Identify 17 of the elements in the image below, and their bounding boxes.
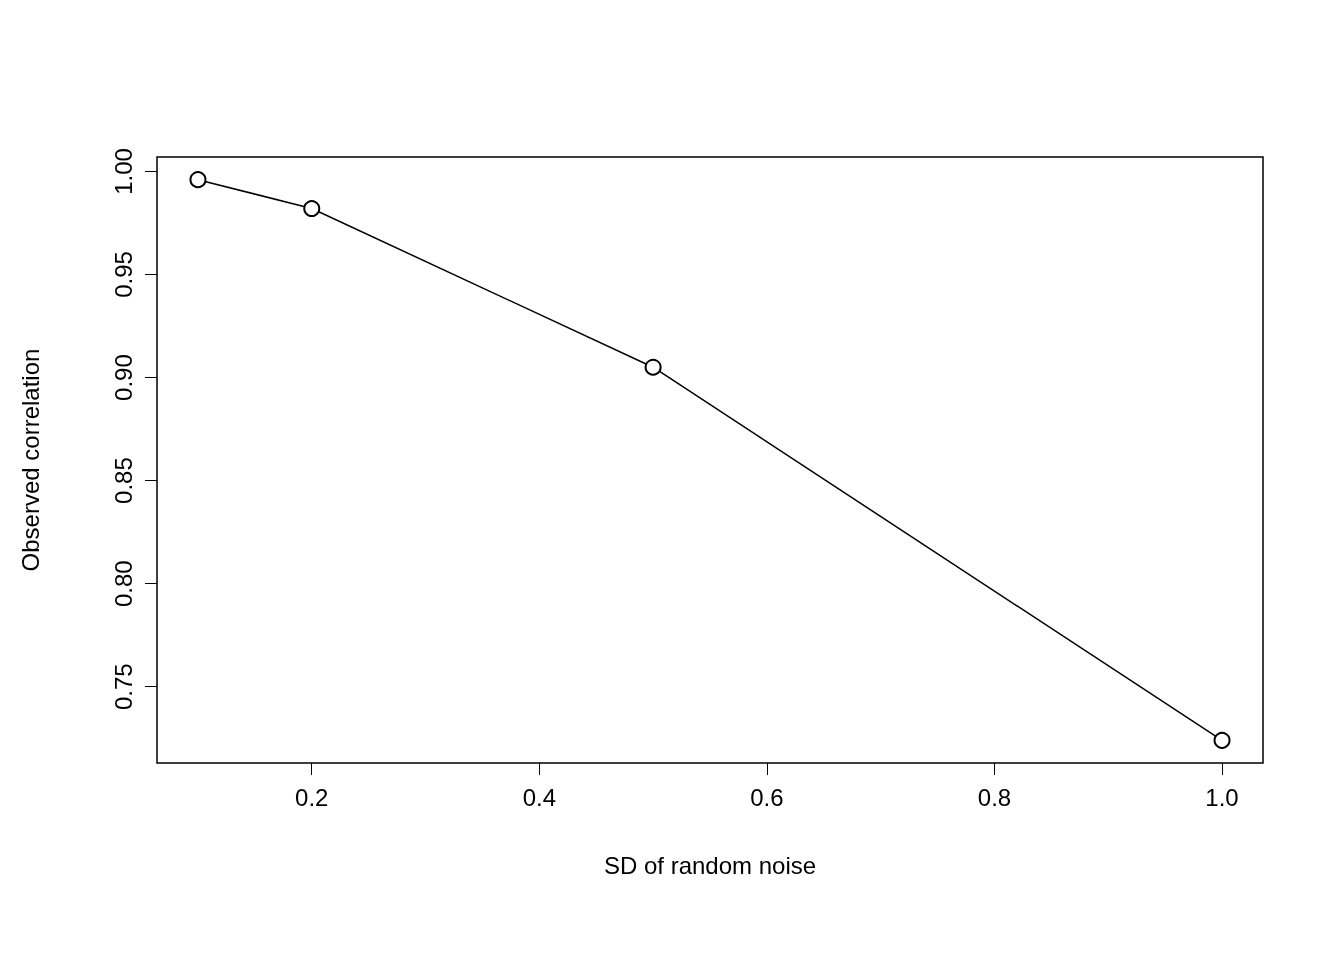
x-tick-label: 1.0 — [1205, 783, 1239, 811]
x-tick-label: 0.8 — [977, 783, 1012, 811]
x-axis-title: SD of random noise — [603, 851, 817, 879]
point — [644, 358, 662, 376]
y-axis-title: Observed correlation — [16, 348, 44, 572]
y-tick-label: 0.95 — [109, 251, 137, 298]
point — [1213, 731, 1231, 749]
y-tick-label: 0.85 — [109, 457, 137, 504]
y-tick-label: 0.80 — [109, 560, 137, 608]
y-tick-label: 0.90 — [109, 354, 137, 401]
point — [189, 171, 207, 189]
x-tick-label: 0.6 — [750, 783, 784, 811]
x-tick-label: 0.2 — [295, 783, 329, 811]
point — [303, 200, 321, 218]
y-tick-label: 1.00 — [109, 148, 137, 195]
x-tick-label: 0.4 — [522, 783, 557, 811]
y-tick-label: 0.75 — [109, 663, 137, 711]
